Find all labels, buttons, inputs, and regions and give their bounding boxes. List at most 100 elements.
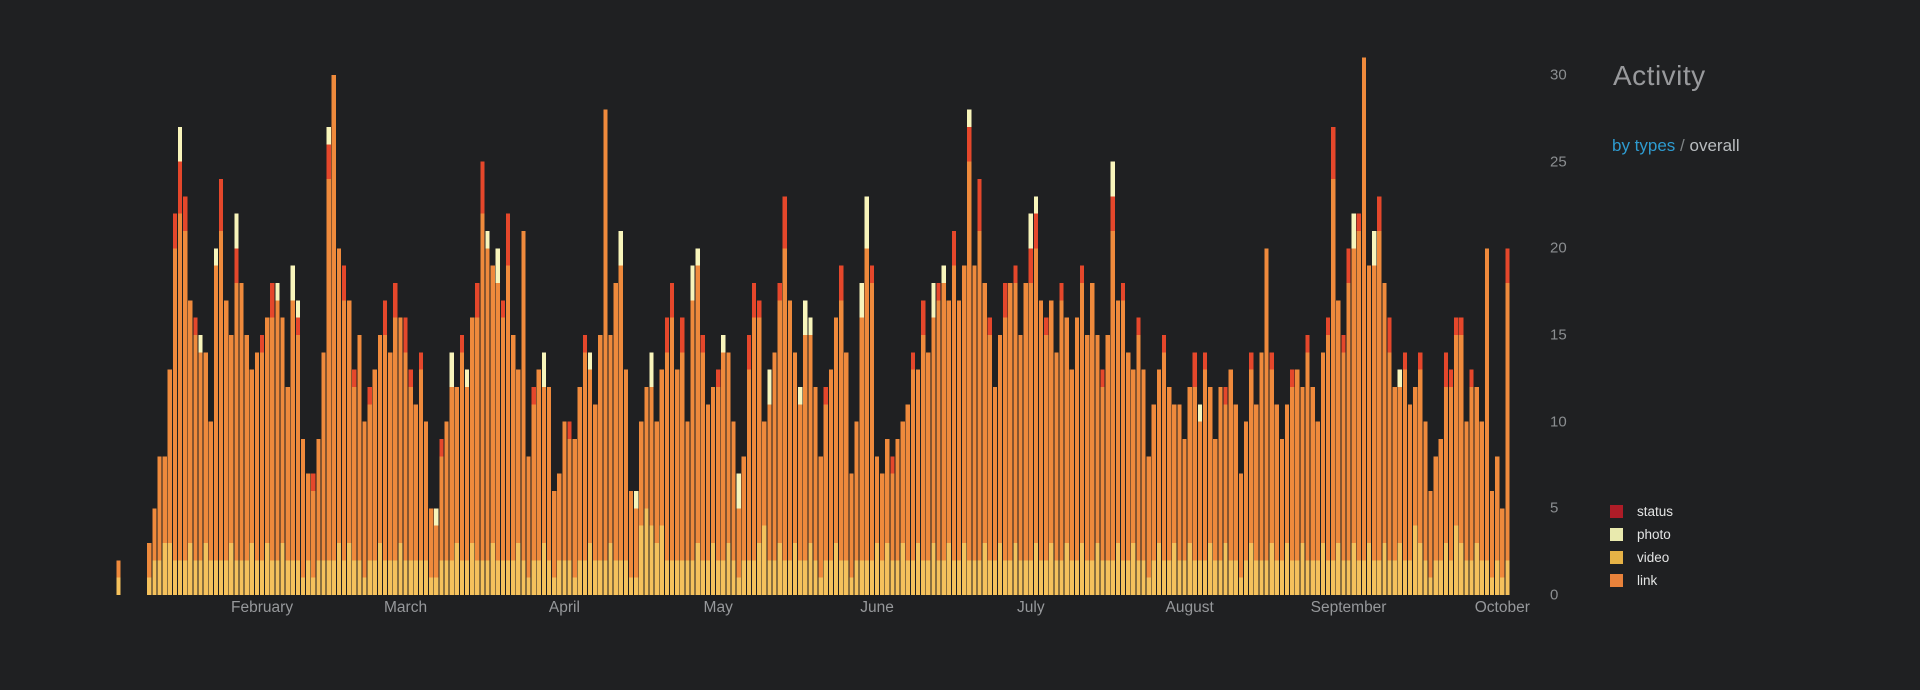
- bar-segment-status[interactable]: [367, 387, 372, 405]
- bar-segment-link[interactable]: [1402, 369, 1408, 561]
- legend-item-photo[interactable]: photo: [1610, 528, 1673, 541]
- bar-segment-video[interactable]: [557, 560, 562, 595]
- bar-segment-link[interactable]: [1459, 335, 1464, 543]
- bar-segment-link[interactable]: [926, 352, 931, 561]
- bar-segment-video[interactable]: [921, 560, 926, 595]
- bar-segment-video[interactable]: [362, 577, 367, 595]
- bar-segment-video[interactable]: [572, 577, 577, 595]
- bar-segment-link[interactable]: [854, 421, 859, 561]
- bar-segment-video[interactable]: [300, 577, 306, 595]
- bar-segment-link[interactable]: [808, 335, 813, 543]
- bar-segment-status[interactable]: [1377, 196, 1382, 231]
- bar-segment-photo[interactable]: [767, 369, 772, 405]
- bar-segment-link[interactable]: [1341, 352, 1346, 561]
- bar-segment-link[interactable]: [1018, 335, 1023, 561]
- bar-segment-video[interactable]: [444, 560, 449, 595]
- bar-segment-status[interactable]: [757, 300, 762, 318]
- bar-segment-video[interactable]: [695, 543, 700, 595]
- bar-segment-photo[interactable]: [1197, 404, 1203, 422]
- bar-segment-link[interactable]: [900, 421, 905, 543]
- bar-segment-video[interactable]: [705, 560, 711, 595]
- bar-segment-video[interactable]: [890, 560, 895, 595]
- bar-segment-video[interactable]: [782, 560, 787, 595]
- bar-segment-link[interactable]: [798, 404, 803, 561]
- bar-segment-link[interactable]: [321, 352, 326, 561]
- bar-segment-link[interactable]: [254, 352, 260, 561]
- bar-segment-photo[interactable]: [495, 248, 500, 283]
- bar-segment-link[interactable]: [644, 387, 649, 509]
- bar-segment-link[interactable]: [1238, 473, 1244, 578]
- bar-segment-link[interactable]: [1448, 387, 1454, 561]
- bar-segment-link[interactable]: [777, 300, 782, 543]
- bar-segment-video[interactable]: [1310, 560, 1315, 595]
- bar-segment-status[interactable]: [839, 265, 844, 301]
- bar-segment-video[interactable]: [393, 560, 398, 595]
- bar-segment-video[interactable]: [1161, 560, 1167, 595]
- bar-segment-video[interactable]: [741, 560, 746, 595]
- bar-segment-video[interactable]: [1469, 560, 1474, 595]
- bar-segment-link[interactable]: [1249, 369, 1254, 543]
- bar-segment-link[interactable]: [1085, 335, 1090, 561]
- bar-segment-photo[interactable]: [290, 265, 295, 301]
- bar-segment-status[interactable]: [1079, 265, 1085, 283]
- bar-segment-video[interactable]: [587, 543, 593, 595]
- bar-segment-link[interactable]: [531, 404, 536, 561]
- bar-segment-video[interactable]: [203, 543, 208, 595]
- bar-segment-status[interactable]: [700, 335, 705, 353]
- legend-item-status[interactable]: status: [1610, 505, 1673, 518]
- bar-segment-video[interactable]: [1274, 560, 1279, 595]
- bar-segment-status[interactable]: [382, 300, 388, 335]
- bar-segment-link[interactable]: [1028, 283, 1033, 561]
- bar-segment-video[interactable]: [1208, 543, 1213, 595]
- bar-segment-video[interactable]: [1151, 560, 1156, 595]
- bar-segment-photo[interactable]: [198, 335, 203, 353]
- bar-segment-link[interactable]: [1295, 369, 1300, 561]
- bar-segment-link[interactable]: [1407, 404, 1413, 561]
- bar-segment-link[interactable]: [767, 404, 772, 561]
- bar-segment-video[interactable]: [1018, 560, 1023, 595]
- bar-segment-photo[interactable]: [1397, 369, 1402, 387]
- bar-segment-status[interactable]: [1013, 265, 1018, 283]
- bar-segment-link[interactable]: [1208, 387, 1213, 543]
- bar-segment-link[interactable]: [485, 248, 490, 561]
- bar-segment-link[interactable]: [270, 317, 275, 561]
- bar-segment-link[interactable]: [1218, 387, 1223, 561]
- bar-segment-link[interactable]: [987, 335, 992, 561]
- bar-segment-link[interactable]: [716, 387, 721, 561]
- bar-segment-link[interactable]: [1197, 421, 1203, 561]
- bar-segment-photo[interactable]: [541, 352, 547, 387]
- bar-segment-video[interactable]: [1325, 560, 1331, 595]
- bar-segment-link[interactable]: [905, 404, 910, 561]
- bar-segment-link[interactable]: [946, 300, 951, 543]
- bar-segment-video[interactable]: [1064, 543, 1069, 595]
- bar-segment-photo[interactable]: [587, 352, 593, 370]
- bar-segment-photo[interactable]: [721, 335, 726, 353]
- bar-segment-video[interactable]: [265, 543, 270, 595]
- bar-segment-status[interactable]: [393, 283, 398, 318]
- bar-segment-video[interactable]: [1126, 560, 1131, 595]
- bar-segment-link[interactable]: [1161, 352, 1167, 561]
- bar-segment-video[interactable]: [1044, 560, 1049, 595]
- bar-segment-link[interactable]: [864, 248, 869, 561]
- bar-segment-status[interactable]: [418, 352, 424, 370]
- bar-segment-status[interactable]: [500, 300, 506, 318]
- bar-segment-video[interactable]: [1479, 560, 1484, 595]
- bar-segment-status[interactable]: [921, 300, 926, 335]
- bar-segment-link[interactable]: [915, 369, 921, 543]
- bar-segment-photo[interactable]: [649, 352, 654, 387]
- bar-segment-link[interactable]: [505, 265, 511, 561]
- bar-segment-video[interactable]: [767, 560, 772, 595]
- bar-segment-link[interactable]: [1310, 387, 1315, 561]
- bar-segment-link[interactable]: [1366, 265, 1372, 543]
- bar-segment-status[interactable]: [1249, 352, 1254, 370]
- bar-segment-video[interactable]: [1356, 560, 1361, 595]
- bar-segment-video[interactable]: [229, 543, 234, 595]
- bar-segment-status[interactable]: [1454, 317, 1459, 335]
- bar-segment-status[interactable]: [1192, 352, 1197, 387]
- bar-segment-link[interactable]: [762, 421, 767, 526]
- bar-segment-link[interactable]: [792, 352, 798, 543]
- bar-segment-video[interactable]: [449, 560, 454, 595]
- bar-segment-video[interactable]: [290, 560, 295, 595]
- bar-segment-status[interactable]: [1356, 213, 1361, 231]
- bar-segment-video[interactable]: [772, 560, 777, 595]
